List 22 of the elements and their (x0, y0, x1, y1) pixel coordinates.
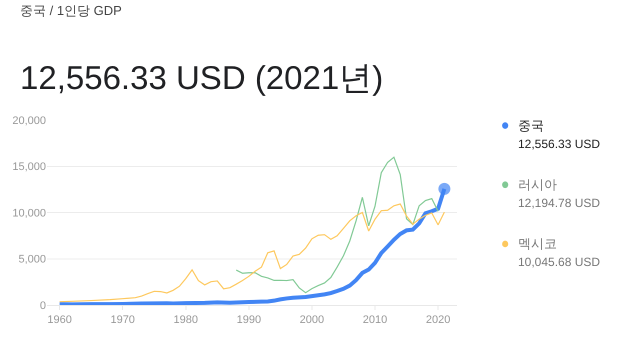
x-tick-label: 1970 (110, 314, 135, 326)
x-tick-label: 2010 (362, 314, 388, 326)
chart-title: 중국 / 1인당 GDP (20, 3, 122, 18)
y-tick-label: 5,000 (18, 254, 46, 266)
x-tick-label: 1960 (47, 314, 72, 326)
y-tick-label: 10,000 (12, 207, 46, 220)
text: 12,194.78 USD (518, 196, 600, 210)
x-tick-label: 1980 (174, 314, 198, 326)
line-series (59, 203, 445, 302)
x-tick-label: 2000 (300, 314, 324, 326)
legend-label: 멕시코 (518, 236, 557, 251)
y-tick-label: 15,000 (12, 161, 46, 174)
legend-label: 러시아 (518, 177, 557, 192)
chart-subtitle: 12,556.33 USD (2021년) (20, 59, 384, 96)
y-tick-label: 20,000 (12, 114, 46, 127)
y-tick-label: 0 (40, 300, 46, 312)
legend-label: 중국 (518, 118, 544, 133)
text: 12,556.33 USD (518, 137, 600, 151)
line-series (236, 156, 439, 294)
x-tick-label: 1990 (236, 314, 262, 326)
x-tick-label: 2020 (426, 314, 450, 326)
text: 10,045.68 USD (518, 255, 600, 269)
